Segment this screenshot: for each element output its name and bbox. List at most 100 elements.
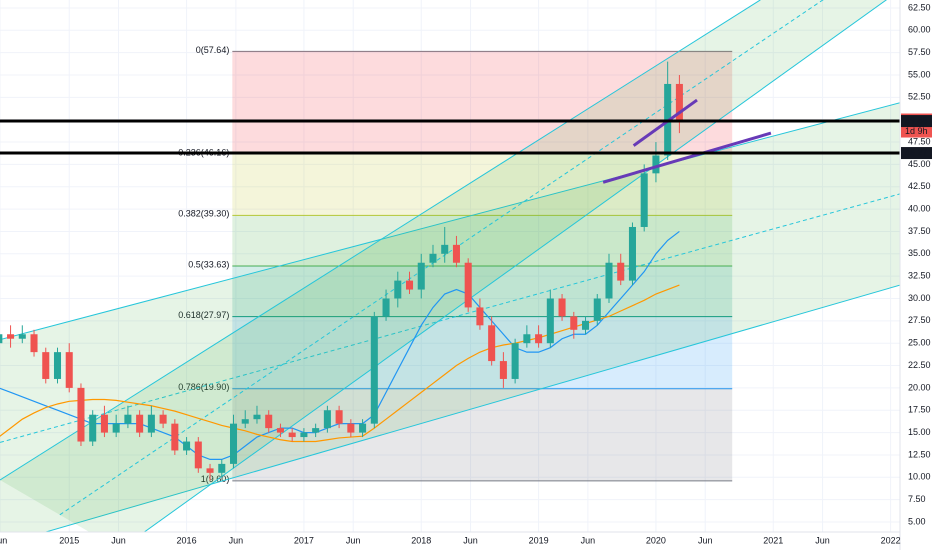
y-tick-label: 62.50 bbox=[908, 2, 931, 12]
y-tick-label: 37.50 bbox=[908, 226, 931, 236]
candle-body bbox=[488, 325, 496, 362]
candle-body bbox=[194, 441, 202, 469]
candle-body bbox=[405, 280, 414, 290]
candle-body bbox=[605, 262, 613, 299]
channel-fill bbox=[0, 102, 900, 532]
countdown: 1d 9h bbox=[905, 126, 928, 136]
candle-body bbox=[30, 334, 38, 353]
candle-body bbox=[100, 414, 108, 433]
candle-body bbox=[112, 423, 120, 433]
y-tick-label: 35.00 bbox=[908, 248, 931, 258]
y-tick-label: 25.00 bbox=[908, 338, 931, 348]
y-tick-label: 5.00 bbox=[908, 516, 926, 526]
candle-body bbox=[241, 419, 249, 424]
candle-body bbox=[347, 423, 355, 433]
candle-body bbox=[312, 428, 320, 433]
x-tick-label: Jun bbox=[0, 535, 7, 545]
y-tick-label: 60.00 bbox=[908, 25, 931, 35]
candle-body bbox=[42, 352, 50, 379]
price-label-bg bbox=[901, 147, 932, 160]
candle-body bbox=[511, 343, 519, 379]
candle-body bbox=[558, 298, 566, 317]
candle-body bbox=[441, 244, 449, 254]
candle-body bbox=[628, 226, 636, 281]
candle-body bbox=[7, 334, 15, 339]
price-label: 46.27 bbox=[905, 147, 928, 157]
candle-body bbox=[265, 414, 273, 429]
candle-body bbox=[640, 173, 648, 227]
candle-body bbox=[452, 244, 460, 263]
candle-body bbox=[499, 361, 507, 379]
candle-body bbox=[159, 414, 167, 424]
candle-body bbox=[288, 432, 296, 438]
x-tick-label: 2020 bbox=[646, 535, 666, 545]
y-tick-label: 17.50 bbox=[908, 405, 931, 415]
y-tick-label: 55.00 bbox=[908, 69, 931, 79]
candle-body bbox=[546, 298, 554, 344]
candle-body bbox=[476, 307, 484, 326]
y-tick-label: 45.00 bbox=[908, 159, 931, 169]
x-tick-label: Jun bbox=[463, 535, 478, 545]
y-tick-label: 32.50 bbox=[908, 271, 931, 281]
candle-body bbox=[147, 414, 155, 433]
candle-body bbox=[429, 253, 437, 263]
fib-label: 0.382(39.30) bbox=[178, 209, 229, 219]
y-tick-label: 10.00 bbox=[908, 472, 931, 482]
plot-area: 0(57.64)0.236(46.16)0.382(39.30)0.5(33.6… bbox=[0, 0, 900, 532]
x-tick-label: Jun bbox=[698, 535, 713, 545]
fib-zone bbox=[232, 154, 733, 216]
candle-body bbox=[323, 410, 331, 429]
candle-body bbox=[276, 428, 284, 433]
channel-upper bbox=[0, 0, 761, 481]
y-tick-label: 12.50 bbox=[908, 449, 931, 459]
candle-body bbox=[370, 316, 378, 424]
y-tick-label: 20.00 bbox=[908, 382, 931, 392]
x-tick-label: 2021 bbox=[763, 535, 783, 545]
candle-body bbox=[675, 83, 683, 120]
candle-body bbox=[652, 155, 660, 174]
candle-body bbox=[183, 441, 191, 451]
x-tick-label: Jun bbox=[111, 535, 126, 545]
candle-body bbox=[394, 280, 402, 299]
y-tick-label: 47.50 bbox=[908, 136, 931, 146]
x-tick-label: 2019 bbox=[529, 535, 549, 545]
candle-body bbox=[124, 414, 132, 424]
candle-body bbox=[206, 468, 214, 473]
y-tick-label: 52.50 bbox=[908, 92, 931, 102]
fib-label: 0.618(27.97) bbox=[178, 310, 229, 320]
moving-average bbox=[0, 284, 680, 443]
candle-body bbox=[582, 320, 590, 330]
candle-body bbox=[89, 414, 97, 442]
y-tick-label: 7.50 bbox=[908, 494, 926, 504]
candle-body bbox=[229, 423, 238, 464]
channel-lower bbox=[43, 284, 900, 532]
x-tick-label: 2022 bbox=[881, 535, 901, 545]
y-tick-label: 42.50 bbox=[908, 181, 931, 191]
fib-label: 0.786(19.90) bbox=[178, 382, 229, 392]
y-tick-label: 15.00 bbox=[908, 427, 931, 437]
x-tick-label: 2018 bbox=[411, 535, 431, 545]
candle-body bbox=[300, 432, 308, 438]
candle-body bbox=[617, 262, 625, 281]
x-tick-label: Jun bbox=[581, 535, 596, 545]
candle-body bbox=[593, 298, 601, 321]
candle-body bbox=[0, 334, 3, 344]
candle-body bbox=[335, 410, 343, 424]
fib-zone bbox=[232, 51, 733, 155]
countdown-bg bbox=[901, 125, 932, 138]
y-tick-label: 27.50 bbox=[908, 315, 931, 325]
channel-lower bbox=[143, 0, 888, 532]
candle-body bbox=[136, 414, 144, 433]
candle-body bbox=[464, 262, 472, 308]
candle-body bbox=[417, 262, 425, 290]
candle-body bbox=[77, 387, 85, 442]
x-tick-label: Jun bbox=[346, 535, 361, 545]
candle-body bbox=[253, 414, 261, 420]
fib-label: 1(9.60) bbox=[201, 474, 230, 484]
candle-body bbox=[65, 352, 73, 388]
candle-body bbox=[382, 298, 390, 317]
candle-body bbox=[535, 334, 543, 344]
y-tick-label: 22.50 bbox=[908, 360, 931, 370]
